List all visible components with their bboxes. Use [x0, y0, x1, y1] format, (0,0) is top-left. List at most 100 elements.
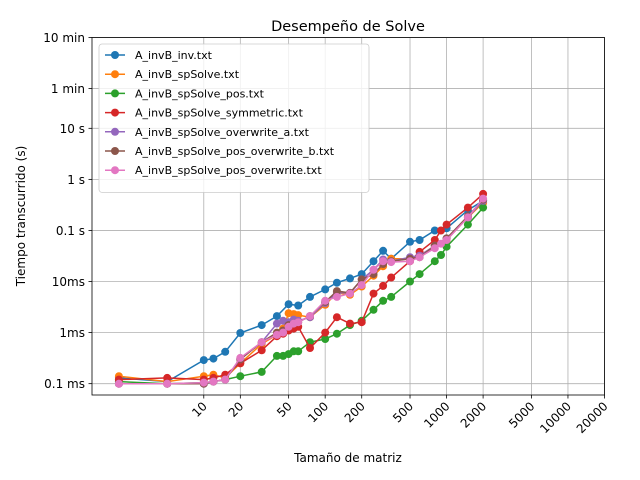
- data-point: [379, 246, 388, 255]
- data-point: [406, 257, 414, 266]
- legend-item: A_invB_spSolve_pos.txt: [105, 87, 265, 100]
- data-point: [463, 213, 472, 222]
- data-point: [369, 265, 378, 274]
- axes-frame: [91, 37, 605, 396]
- y-tick-label: 0.1 ms: [44, 377, 85, 391]
- y-axis-ticks: 0.1 ms 1ms 10ms 0.1 s 1 s 10 s 1 min 10 min: [43, 31, 92, 391]
- data-point: [163, 373, 172, 382]
- y-tick-label: 10 min: [43, 31, 85, 45]
- data-point: [430, 244, 439, 253]
- data-point: [306, 292, 314, 301]
- data-point: [357, 318, 366, 327]
- data-point: [272, 319, 281, 328]
- data-point: [257, 321, 266, 330]
- data-point: [221, 347, 230, 356]
- data-point: [209, 354, 218, 363]
- legend-label: A_invB_spSolve_pos_overwrite_b.txt: [135, 145, 335, 158]
- data-point: [114, 379, 123, 388]
- data-point: [221, 375, 230, 384]
- data-point: [442, 220, 451, 229]
- legend-marker: [111, 70, 119, 79]
- legend-marker: [111, 166, 119, 175]
- legend-marker: [111, 147, 119, 155]
- plot-series: [114, 189, 488, 388]
- data-point: [199, 356, 208, 365]
- legend-marker: [111, 89, 119, 98]
- data-point: [332, 292, 341, 301]
- data-point: [346, 319, 354, 328]
- data-point: [284, 300, 293, 309]
- data-point: [387, 292, 396, 301]
- chart-title: Desempeño de Solve: [271, 19, 425, 35]
- legend-item: A_invB_inv.txt: [105, 49, 213, 62]
- x-axis-label: Tamaño de matriz: [293, 451, 402, 465]
- data-point: [163, 379, 172, 388]
- legend-label: A_invB_spSolve_symmetric.txt: [135, 107, 304, 120]
- legend-item: A_invB_spSolve_pos_overwrite.txt: [105, 164, 322, 177]
- legend-label: A_invB_spSolve.txt: [135, 68, 240, 81]
- data-point: [294, 301, 303, 310]
- data-point: [257, 346, 266, 355]
- legend-marker: [111, 127, 119, 136]
- data-point: [379, 281, 388, 290]
- data-point: [479, 203, 488, 212]
- data-point: [332, 278, 341, 287]
- data-point: [406, 277, 414, 286]
- data-point: [346, 274, 354, 283]
- data-point: [257, 367, 266, 376]
- data-point: [463, 203, 472, 212]
- data-point: [430, 236, 439, 244]
- data-point: [379, 296, 388, 305]
- series-7: [114, 194, 488, 388]
- legend-label: A_invB_spSolve_pos.txt: [135, 87, 265, 100]
- data-point: [369, 289, 378, 298]
- legend-marker: [111, 51, 119, 59]
- data-point: [236, 372, 245, 381]
- data-point: [463, 220, 472, 229]
- data-point: [294, 347, 303, 356]
- data-point: [236, 329, 245, 337]
- data-point: [437, 226, 445, 235]
- data-point: [321, 335, 330, 343]
- series-3: [114, 203, 488, 388]
- data-point: [209, 377, 218, 386]
- data-point: [294, 318, 303, 327]
- legend-label: A_invB_spSolve_overwrite_a.txt: [135, 126, 310, 139]
- y-axis-label: Tiempo transcurrido (s): [14, 146, 28, 288]
- legend-label: A_invB_inv.txt: [135, 49, 213, 62]
- data-point: [199, 378, 208, 387]
- legend: A_invB_inv.txt A_invB_spSolve.txt A_invB_s…: [98, 43, 370, 193]
- data-point: [321, 285, 330, 294]
- data-point: [272, 351, 281, 360]
- data-point: [346, 289, 354, 298]
- data-point: [442, 236, 451, 244]
- data-point: [387, 273, 396, 282]
- data-point: [272, 312, 281, 321]
- y-tick-label: 10 s: [60, 122, 85, 136]
- data-point: [430, 257, 439, 266]
- data-point: [369, 257, 378, 266]
- data-point: [321, 296, 330, 305]
- legend-item: A_invB_spSolve.txt: [105, 68, 240, 81]
- data-point: [415, 236, 424, 244]
- data-point: [321, 328, 330, 337]
- data-point: [406, 237, 414, 246]
- data-point: [236, 353, 245, 362]
- legend-label: A_invB_spSolve_pos_overwrite.txt: [135, 164, 322, 177]
- data-point: [257, 338, 266, 347]
- data-point: [415, 270, 424, 279]
- data-point: [332, 329, 341, 338]
- data-point: [379, 257, 388, 266]
- data-point: [369, 305, 378, 314]
- legend-item: A_invB_spSolve_overwrite_a.txt: [105, 126, 310, 139]
- data-point: [357, 281, 366, 290]
- legend-item: A_invB_spSolve_symmetric.txt: [105, 107, 304, 120]
- data-point: [279, 328, 288, 337]
- data-point: [306, 312, 314, 321]
- data-point: [479, 194, 488, 203]
- data-point: [272, 330, 281, 339]
- y-tick-label: 1 min: [51, 82, 85, 96]
- data-point: [332, 287, 341, 296]
- data-point: [437, 251, 445, 259]
- data-point: [306, 344, 314, 352]
